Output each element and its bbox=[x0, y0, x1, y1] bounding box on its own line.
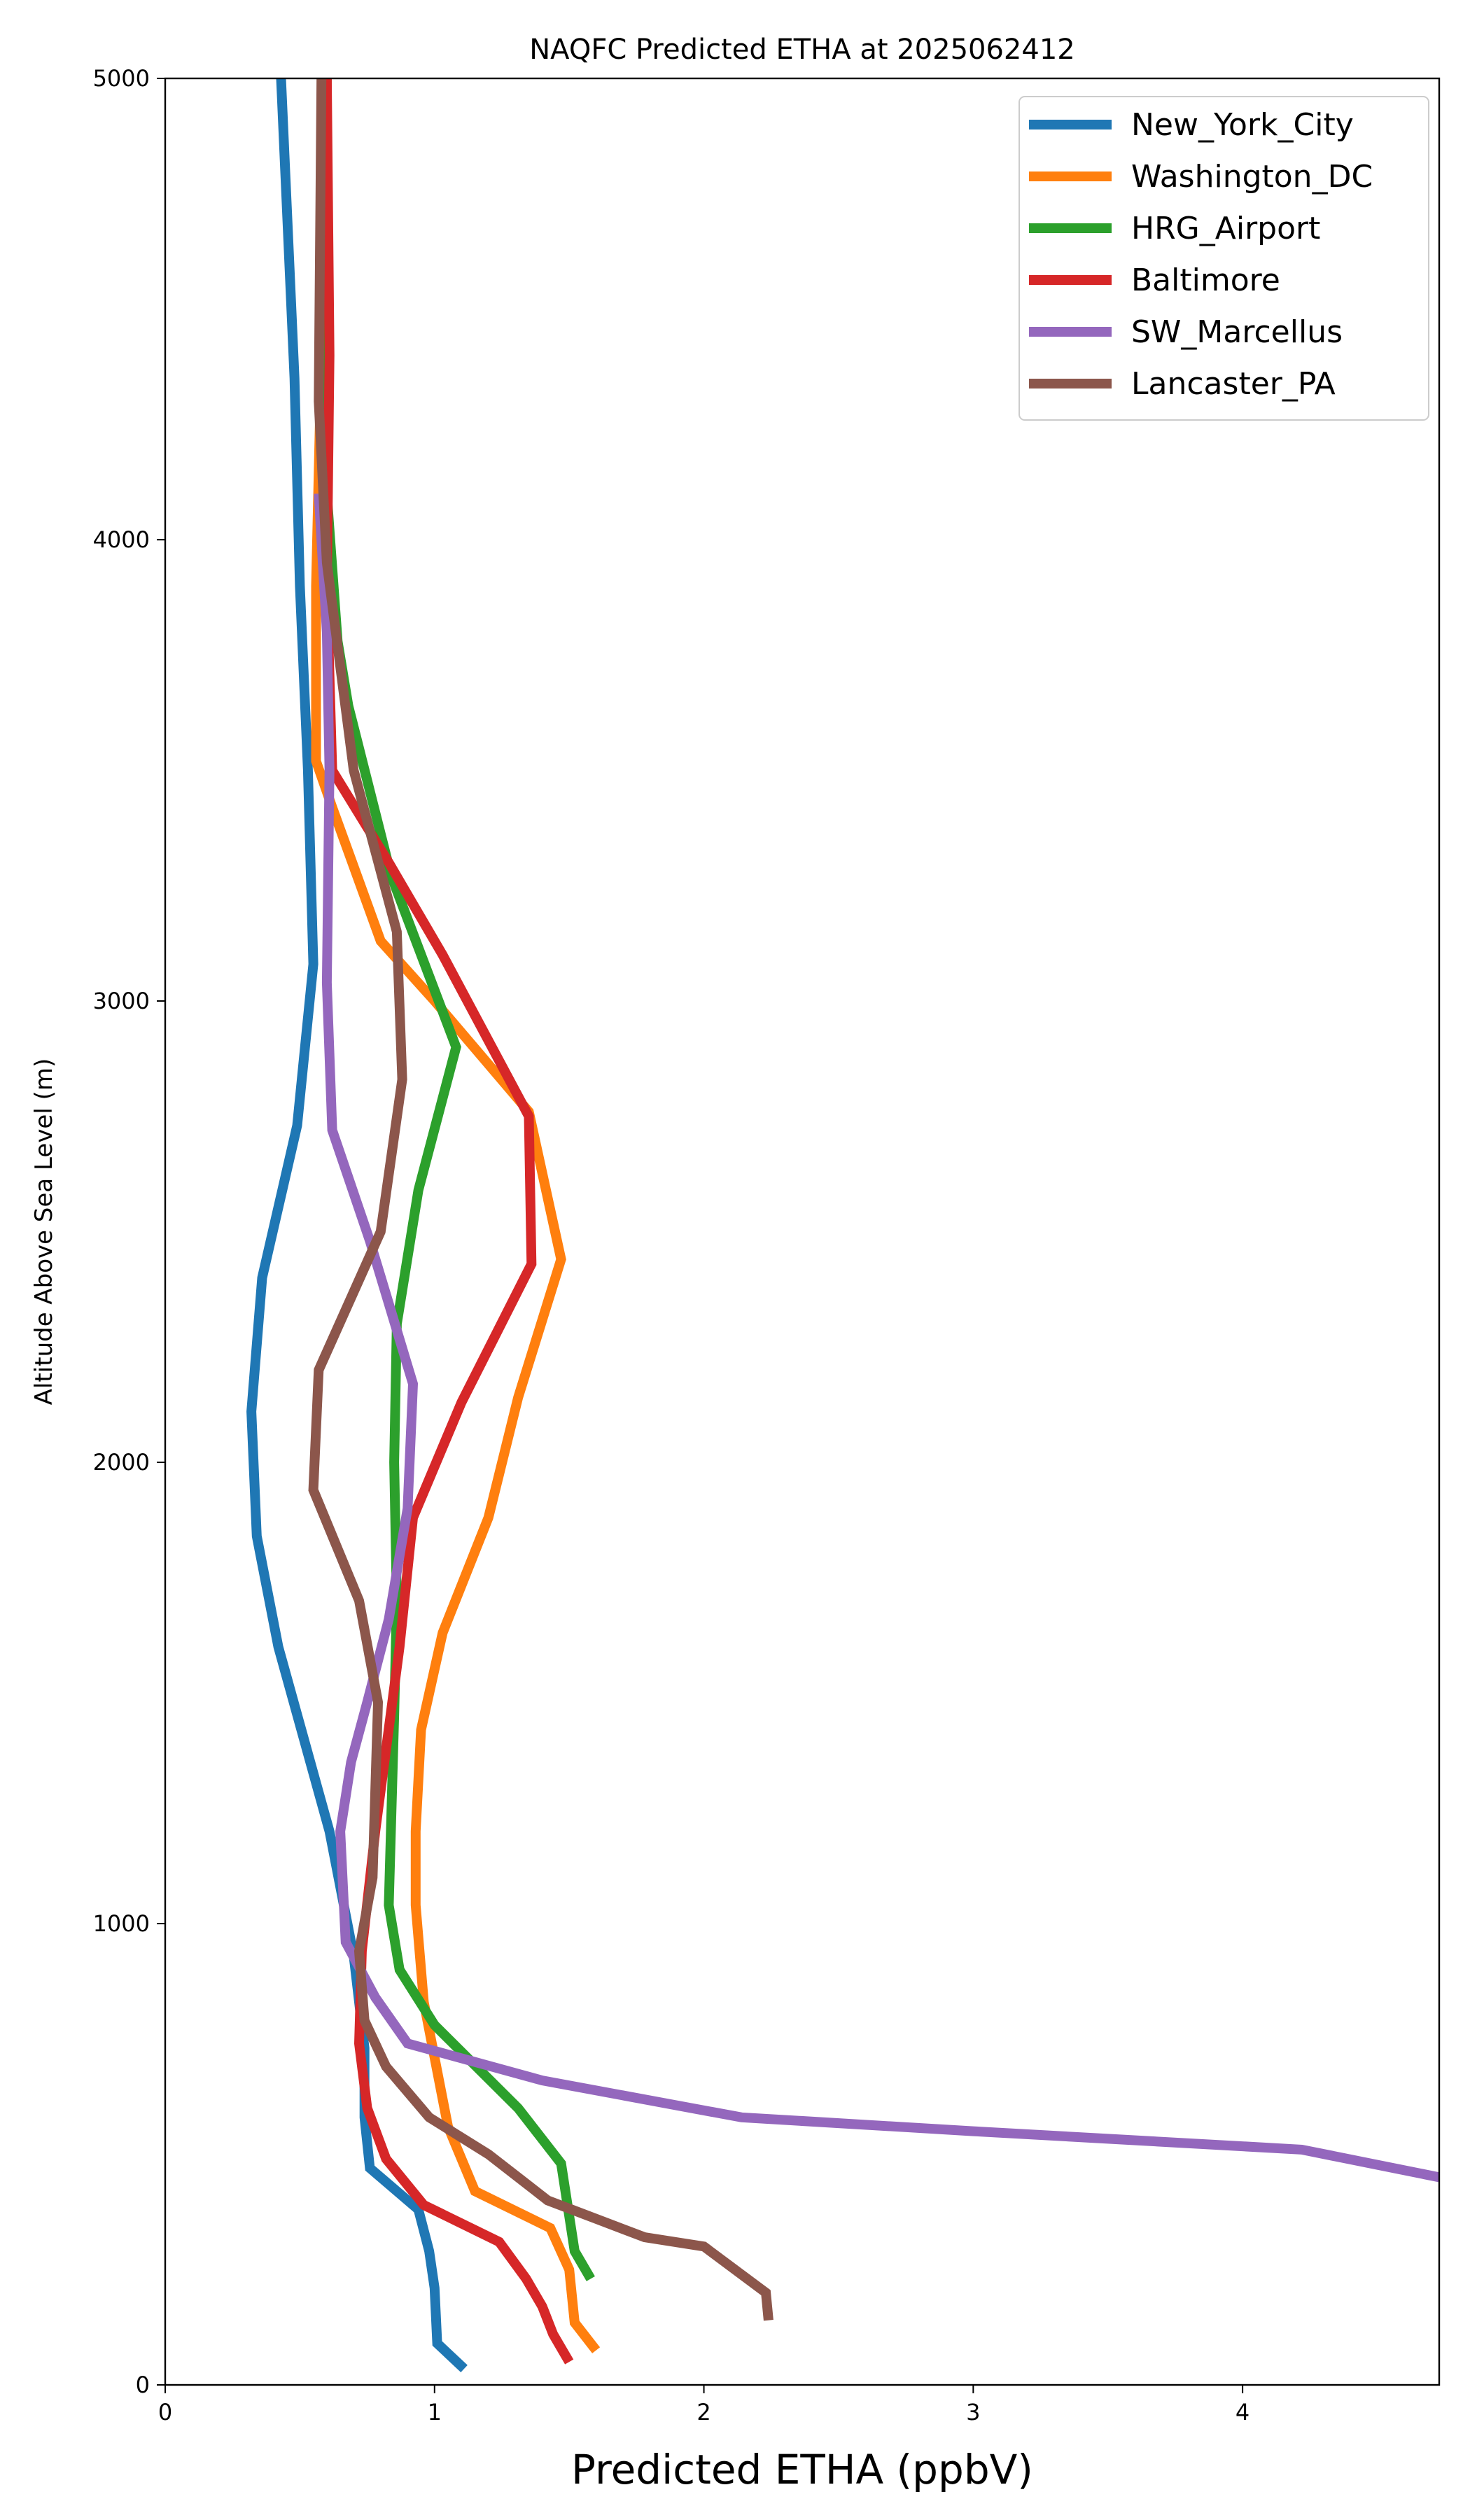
x-tick-label: 2 bbox=[696, 2399, 710, 2426]
legend: New_York_City Washington_DC HRG_Airport Bal… bbox=[1018, 96, 1429, 421]
x-tick-label: 3 bbox=[966, 2399, 980, 2426]
series-line-baltimore bbox=[321, 78, 574, 2365]
series-line-washington-dc bbox=[311, 78, 601, 2353]
y-tick-label: 1000 bbox=[93, 1910, 150, 1937]
y-axis: 0 1000 2000 3000 4000 5000 bbox=[93, 65, 165, 2398]
plot-frame bbox=[164, 77, 1441, 2386]
y-tick-label: 2000 bbox=[93, 1449, 150, 1476]
series-layer bbox=[246, 78, 1439, 2372]
y-tick-label: 3000 bbox=[93, 988, 150, 1014]
y-axis-label: Altitude Above Sea Level (m) bbox=[30, 1058, 58, 1406]
legend-label: SW_Marcellus bbox=[1131, 314, 1343, 350]
legend-label: Washington_DC bbox=[1131, 159, 1373, 195]
x-axis: 0 1 2 3 4 bbox=[158, 2385, 1250, 2426]
series-line-sw-marcellus bbox=[314, 493, 1439, 2183]
series-line-new-york-city bbox=[246, 78, 468, 2372]
x-tick-label: 4 bbox=[1236, 2399, 1250, 2426]
y-tick-label: 0 bbox=[136, 2372, 150, 2398]
legend-box bbox=[1018, 96, 1429, 421]
legend-label: HRG_Airport bbox=[1131, 211, 1320, 246]
y-tick-label: 4000 bbox=[93, 526, 150, 553]
x-tick-label: 0 bbox=[158, 2399, 172, 2426]
legend-label: New_York_City bbox=[1131, 107, 1354, 143]
x-tick-label: 1 bbox=[428, 2399, 442, 2426]
series-line-lancaster-pa bbox=[308, 78, 774, 2321]
x-axis-label: Predicted ETHA (ppbV) bbox=[571, 2446, 1033, 2493]
legend-label: Lancaster_PA bbox=[1131, 366, 1336, 402]
legend-label: Baltimore bbox=[1131, 262, 1280, 298]
y-tick-label: 5000 bbox=[93, 65, 150, 92]
chart-title: NAQFC Predicted ETHA at 2025062412 bbox=[529, 34, 1074, 66]
